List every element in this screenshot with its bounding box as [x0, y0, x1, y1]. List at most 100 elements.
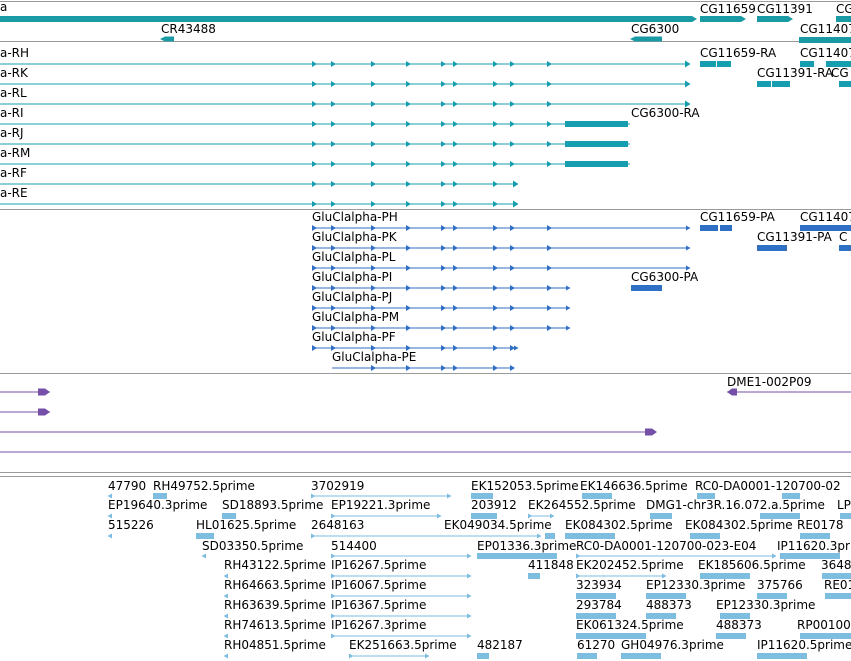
est-label[interactable]: RH49752.5prime: [153, 479, 255, 493]
est-label[interactable]: RC0-DA0001-120700-023-E04: [576, 539, 757, 553]
protein-label[interactable]: GluClalpha-PI: [312, 270, 393, 284]
protein-label[interactable]: CG6300-PA: [631, 270, 699, 284]
est-label[interactable]: EK202452.5prime: [576, 558, 684, 572]
est-label[interactable]: 411848: [528, 558, 574, 572]
est-label[interactable]: EK084302.5prime: [565, 518, 673, 532]
est-label[interactable]: 2648163: [311, 518, 365, 532]
est-label[interactable]: 61270: [577, 638, 616, 652]
est-label[interactable]: GH04976.3prime: [621, 638, 724, 652]
est-label[interactable]: IP16367.5prime: [331, 598, 427, 612]
protein-label[interactable]: GluClalpha-PK: [312, 230, 397, 244]
est-label[interactable]: RH74613.5prime: [224, 618, 326, 632]
exon-marker: [513, 200, 519, 208]
gene-label[interactable]: CG11391: [757, 2, 813, 16]
est-label[interactable]: DMG1-chr3R.16.072.a.5prime: [646, 498, 825, 512]
est-label[interactable]: IP16067.5prime: [331, 578, 427, 592]
est-feature: [222, 513, 236, 519]
est-label[interactable]: EK185606.5prime: [698, 558, 806, 572]
protein-label[interactable]: C: [839, 230, 848, 244]
est-label[interactable]: EK251663.5prime: [349, 638, 457, 652]
gene-label[interactable]: CG: [836, 2, 851, 16]
est-label[interactable]: IP11620.3prime: [777, 539, 851, 553]
exon-block: [565, 161, 628, 167]
est-label[interactable]: IP11620.5prime: [757, 638, 851, 652]
mrna-label[interactable]: CG: [831, 66, 849, 80]
est-label[interactable]: EK264552.5prime: [528, 498, 636, 512]
est-label[interactable]: RE01: [824, 578, 851, 592]
est-label[interactable]: 514400: [331, 539, 377, 553]
protein-label[interactable]: GluClalpha-PJ: [312, 290, 393, 304]
protein-label[interactable]: GluClalpha-PF: [312, 330, 396, 344]
est-label[interactable]: HL01625.5prime: [196, 518, 297, 532]
est-label[interactable]: EK084302.5prime: [685, 518, 793, 532]
est-label[interactable]: 488373: [646, 598, 692, 612]
est-label[interactable]: 293784: [576, 598, 622, 612]
est-label[interactable]: EK061324.5prime: [576, 618, 684, 632]
exon-marker: [510, 61, 515, 67]
est-label[interactable]: SD03350.5prime: [202, 539, 304, 553]
protein-label[interactable]: GluClalpha-PH: [312, 210, 398, 224]
mrna-label[interactable]: CG11659-RA: [700, 46, 777, 60]
mrna-label[interactable]: CG11407: [800, 46, 851, 60]
mrna-label[interactable]: a-RE: [0, 186, 28, 200]
mrna-label[interactable]: a-RH: [0, 46, 30, 60]
est-label[interactable]: EK049034.5prime: [444, 518, 552, 532]
est-label[interactable]: RH64663.5prime: [224, 578, 326, 592]
est-label[interactable]: 323934: [576, 578, 622, 592]
est-label[interactable]: 3702919: [311, 479, 365, 493]
protein-label[interactable]: GluClalpha-PM: [312, 310, 400, 324]
gene-label[interactable]: CR43488: [161, 22, 216, 36]
est-label[interactable]: EP12330.3prime: [646, 578, 746, 592]
protein-label[interactable]: CG11391-PA: [757, 230, 832, 244]
est-label[interactable]: RP00100: [797, 618, 851, 632]
protein-block: [757, 245, 787, 251]
est-label[interactable]: LP: [837, 498, 851, 512]
clone-label[interactable]: DME1-002P09: [727, 375, 812, 389]
est-label[interactable]: 203912: [471, 498, 517, 512]
est-label[interactable]: EP19640.3prime: [108, 498, 208, 512]
protein-exon-marker: [312, 265, 317, 271]
est-label[interactable]: RH04851.5prime: [224, 638, 326, 652]
est-label[interactable]: EP19221.3prime: [331, 498, 431, 512]
est-feature: [822, 573, 851, 579]
mrna-label[interactable]: a-RL: [0, 86, 27, 100]
mrna-label[interactable]: a-RI: [0, 106, 24, 120]
est-label[interactable]: IP16267.3prime: [331, 618, 427, 632]
protein-exon-marker: [547, 305, 552, 311]
mrna-label[interactable]: CG11391-RA: [757, 66, 834, 80]
est-label[interactable]: EP01336.3prime: [477, 539, 577, 553]
mrna-label[interactable]: CG6300-RA: [631, 106, 700, 120]
gene-label[interactable]: CG11659: [700, 2, 756, 16]
gene-label[interactable]: a: [0, 0, 8, 14]
est-label[interactable]: EK152053.5prime: [471, 479, 579, 493]
mrna-label[interactable]: a-RJ: [0, 126, 24, 140]
est-label[interactable]: 3648: [821, 558, 851, 572]
gene-label[interactable]: CG6300: [631, 22, 680, 36]
protein-exon-marker: [493, 245, 498, 251]
est-label[interactable]: RH63639.5prime: [224, 598, 326, 612]
est-label[interactable]: 488373: [716, 618, 762, 632]
est-label[interactable]: 47790: [108, 479, 147, 493]
est-label[interactable]: RE0178: [797, 518, 844, 532]
est-label[interactable]: IP16267.5prime: [331, 558, 427, 572]
est-feature: [576, 553, 581, 559]
est-label[interactable]: RH43122.5prime: [224, 558, 326, 572]
mrna-label[interactable]: a-RF: [0, 166, 27, 180]
est-label[interactable]: RC0-DA0001-120700-02: [695, 479, 841, 493]
est-label[interactable]: SD18893.5prime: [222, 498, 324, 512]
est-label[interactable]: EK146636.5prime: [580, 479, 688, 493]
protein-label[interactable]: GluClalpha-PE: [332, 350, 417, 364]
protein-label[interactable]: CG11659-PA: [700, 210, 775, 224]
protein-label[interactable]: CG11407: [800, 210, 851, 224]
est-label[interactable]: 375766: [757, 578, 803, 592]
mrna-label[interactable]: a-RM: [0, 146, 31, 160]
gene-label[interactable]: CG11407: [800, 22, 851, 36]
est-feature: [107, 533, 112, 539]
protein-label[interactable]: GluClalpha-PL: [312, 250, 396, 264]
est-label[interactable]: 482187: [477, 638, 523, 652]
est-label[interactable]: 515226: [108, 518, 154, 532]
gene-feature: [160, 36, 174, 42]
est-feature: [545, 533, 555, 539]
est-label[interactable]: EP12330.3prime: [716, 598, 816, 612]
mrna-label[interactable]: a-RK: [0, 66, 28, 80]
